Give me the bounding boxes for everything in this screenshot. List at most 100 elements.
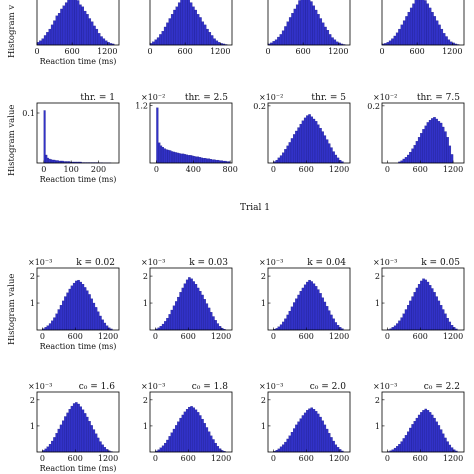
histogram-bar bbox=[428, 285, 432, 331]
histogram-bar bbox=[437, 300, 441, 331]
y-tick-label: 2 bbox=[261, 396, 266, 405]
histogram-bar bbox=[173, 9, 176, 46]
y-scale-multiplier: ×10⁻² bbox=[141, 93, 165, 102]
y-tick-label: 1 bbox=[375, 422, 380, 431]
histogram-bar bbox=[312, 118, 316, 164]
histogram-bar bbox=[279, 324, 283, 331]
histogram-bar bbox=[317, 124, 320, 164]
histogram-bar bbox=[437, 121, 441, 164]
histogram-bar bbox=[450, 324, 454, 331]
histogram-bar bbox=[411, 424, 414, 453]
histogram-bar bbox=[334, 322, 338, 331]
histogram-bar bbox=[172, 305, 176, 331]
histogram-bar bbox=[97, 33, 101, 46]
histogram-bar bbox=[334, 154, 338, 164]
histogram-bar bbox=[405, 16, 408, 46]
axes-frame bbox=[381, 267, 465, 331]
x-tick-label: 0 bbox=[34, 47, 39, 56]
histogram-bar bbox=[435, 118, 438, 164]
histogram-bar bbox=[161, 445, 165, 453]
histogram-bar bbox=[178, 153, 181, 164]
histogram-bar bbox=[391, 327, 395, 331]
histogram-bar bbox=[301, 120, 305, 164]
histogram-bar bbox=[214, 320, 217, 331]
histogram-bar bbox=[333, 39, 337, 46]
histogram-bar bbox=[307, 0, 311, 46]
histogram-bar bbox=[171, 151, 174, 164]
histogram-bar bbox=[284, 26, 287, 46]
histogram-bar bbox=[279, 155, 283, 164]
histogram-bar bbox=[194, 284, 198, 331]
histogram-bar bbox=[46, 157, 49, 164]
histogram-panel: 0 600 1200 0.2×10⁻² thr. = 7.5 bbox=[367, 93, 465, 174]
histogram-bar bbox=[402, 313, 406, 331]
histogram-bar bbox=[306, 281, 309, 331]
histogram-bar bbox=[51, 440, 54, 453]
histogram-bar bbox=[295, 4, 299, 46]
x-tick-label: 1200 bbox=[328, 47, 348, 56]
histogram-bar bbox=[452, 327, 456, 331]
histogram-bar bbox=[435, 20, 439, 46]
axes-frame bbox=[267, 391, 351, 453]
histogram-bar bbox=[194, 9, 197, 46]
histogram-bar bbox=[426, 3, 430, 46]
x-tick-label: 1200 bbox=[329, 165, 349, 174]
histogram-bar bbox=[314, 286, 318, 331]
histogram-bar bbox=[282, 152, 285, 164]
histogram-bar bbox=[442, 33, 446, 46]
histogram-bar bbox=[284, 318, 287, 331]
histogram-bar bbox=[200, 157, 203, 164]
histogram-bar bbox=[279, 446, 283, 453]
histogram-bar bbox=[319, 127, 322, 164]
histogram-bar bbox=[62, 420, 65, 453]
histogram-bar bbox=[59, 305, 63, 331]
histogram-bar bbox=[187, 0, 190, 46]
histogram-bar bbox=[312, 283, 316, 331]
histogram-bar bbox=[319, 18, 323, 46]
x-tick-label: 0 bbox=[153, 332, 158, 341]
panel-title: k = 0.04 bbox=[307, 258, 346, 268]
y-tick-label: 1 bbox=[30, 299, 35, 308]
histogram-bar bbox=[99, 315, 102, 331]
panel-title: c₀ = 2.0 bbox=[310, 382, 346, 392]
y-axis-label-row-0: Histogram v bbox=[7, 5, 17, 58]
x-axis-label: Reaction time (ms) bbox=[40, 464, 117, 473]
histogram-bar bbox=[69, 0, 73, 46]
histogram-bar bbox=[185, 409, 189, 453]
histogram-bar bbox=[166, 439, 169, 453]
histogram-bar bbox=[426, 122, 430, 164]
y-tick-label: 1 bbox=[261, 299, 266, 308]
y-tick-label: 2 bbox=[261, 272, 266, 281]
histogram-bar bbox=[207, 431, 211, 453]
histogram-bar bbox=[391, 38, 394, 46]
histogram-bar bbox=[396, 323, 399, 331]
histogram-bar bbox=[50, 159, 53, 164]
histogram-bar bbox=[161, 147, 164, 164]
y-scale-multiplier: ×10⁻³ bbox=[141, 258, 165, 267]
histogram-bar bbox=[75, 402, 78, 453]
histogram-bar bbox=[159, 326, 163, 331]
histogram-bar bbox=[94, 433, 98, 453]
histogram-bar bbox=[156, 107, 159, 164]
histogram-bar bbox=[183, 154, 187, 164]
histogram-bar bbox=[43, 110, 46, 164]
histogram-bar bbox=[441, 309, 445, 331]
histogram-panel: 0 600 1200 1 2 ×10⁻³ c₀ = 1.6 Reaction time (ms… bbox=[28, 382, 120, 473]
histogram-bar bbox=[301, 287, 305, 331]
histogram-bar bbox=[319, 416, 322, 453]
x-tick-label: 0 bbox=[271, 165, 276, 174]
histogram-bar bbox=[447, 39, 451, 46]
histogram-bar bbox=[88, 421, 91, 453]
histogram-bar bbox=[183, 411, 187, 453]
histogram-bar bbox=[159, 34, 162, 46]
histogram-bar bbox=[400, 441, 403, 453]
histogram-bar bbox=[314, 411, 318, 453]
histogram-bar bbox=[168, 436, 171, 453]
histogram-bar bbox=[277, 326, 281, 331]
histogram-bar bbox=[170, 14, 174, 46]
histogram-bar bbox=[312, 409, 316, 453]
histogram-bar bbox=[305, 0, 308, 46]
histogram-bar bbox=[165, 149, 168, 164]
